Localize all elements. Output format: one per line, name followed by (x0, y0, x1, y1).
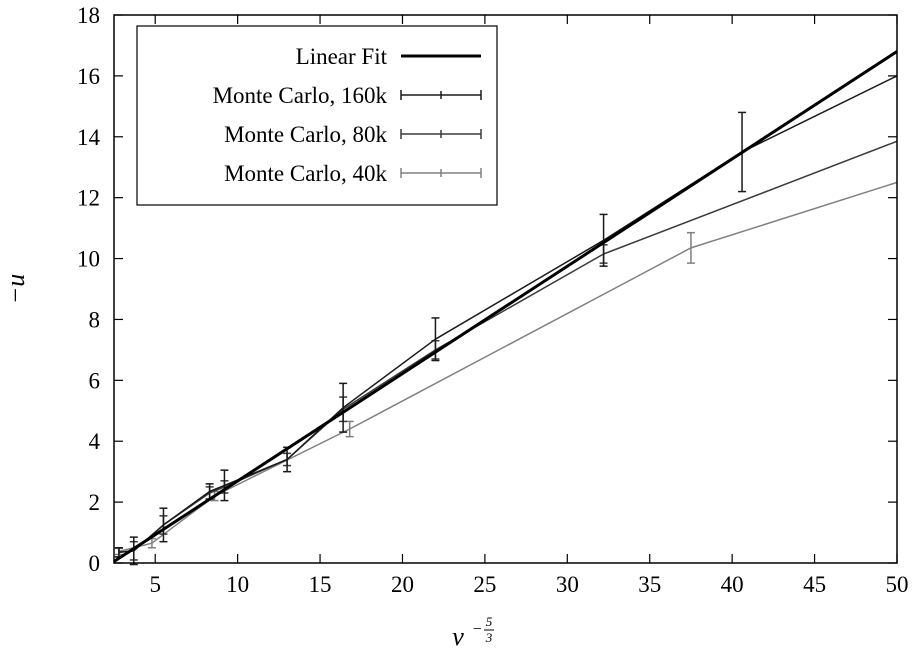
y-tick-label: 8 (89, 307, 101, 332)
y-tick-label: 18 (77, 3, 100, 28)
error-bar (220, 469, 229, 502)
x-tick-label: 30 (556, 572, 579, 597)
error-bar (129, 536, 138, 566)
series-line-linear-fit (113, 50, 898, 563)
error-bar (345, 420, 354, 438)
x-tick-label: 40 (721, 572, 744, 597)
x-tick-label: 50 (886, 572, 909, 597)
legend-label: Monte Carlo, 40k (224, 161, 387, 186)
plot-frame (113, 14, 898, 564)
ticks-layer: 5 10 15 20 25 30 35 40 45 50 0 2 4 6 8 10 12 14 16 18 (77, 3, 909, 597)
error-bar (599, 213, 608, 267)
error-bar (339, 382, 348, 433)
legend-label: Monte Carlo, 80k (224, 122, 387, 147)
series-linear-fit (113, 50, 898, 563)
x-axis-label: ν − 5 3 (452, 614, 494, 651)
y-tick-label: 12 (77, 186, 100, 211)
legend-item: Monte Carlo, 80k (224, 122, 482, 147)
x-tick-label: 20 (391, 572, 414, 597)
y-tick-label: 16 (77, 64, 100, 89)
legend-label: Linear Fit (296, 44, 388, 69)
series-layer (113, 50, 898, 566)
x-axis-label-exp-sign: − (472, 621, 483, 638)
y-tick-label: 0 (89, 551, 101, 576)
error-bar (686, 231, 695, 264)
y-axis-label: −u (1, 274, 30, 305)
y-tick-label: 6 (89, 368, 101, 393)
x-tick-label: 15 (309, 572, 332, 597)
x-tick-label: 25 (473, 572, 496, 597)
y-tick-label: 14 (77, 125, 101, 150)
x-tick-label: 35 (638, 572, 661, 597)
y-tick-label: 4 (89, 429, 101, 454)
legend: Linear Fit Monte Carlo, 160k Monte Carlo, … (136, 25, 498, 206)
x-tick-label: 10 (226, 572, 249, 597)
legend-item: Monte Carlo, 160k (213, 83, 482, 108)
x-tick-label: 5 (149, 572, 161, 597)
x-axis-label-exp-num: 5 (486, 614, 493, 629)
x-axis-label-base: ν (452, 622, 464, 651)
x-axis-label-exp-den: 3 (485, 630, 493, 645)
y-tick-label: 10 (77, 247, 100, 272)
legend-item: Monte Carlo, 40k (224, 161, 482, 186)
error-bar (159, 507, 168, 543)
series-mc-40k (114, 181, 898, 556)
y-tick-label: 2 (89, 490, 101, 515)
x-tick-label: 45 (803, 572, 826, 597)
legend-label: Monte Carlo, 160k (213, 83, 388, 108)
series-line-mc-40k (118, 181, 898, 553)
legend-item: Linear Fit (296, 44, 481, 69)
